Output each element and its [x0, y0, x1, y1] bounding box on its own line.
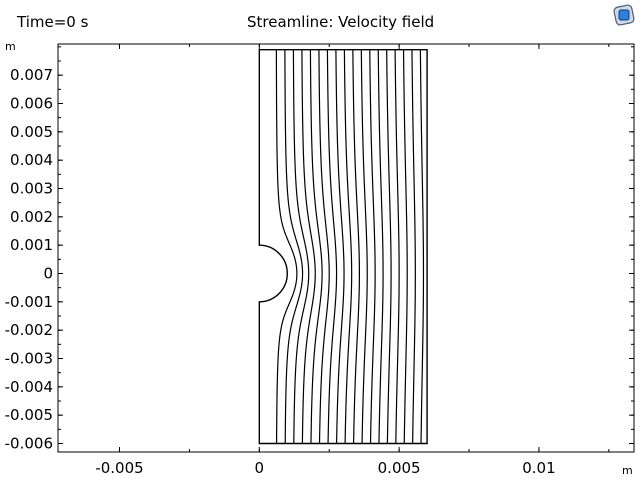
x-tick-label: 0.005: [378, 459, 421, 477]
domain-outline: [258, 48, 428, 445]
streamline: [284, 49, 304, 444]
streamline: [386, 49, 392, 444]
streamline: [377, 49, 384, 444]
y-tick-label: 0.002: [10, 208, 53, 226]
streamline: [352, 49, 360, 444]
streamline: [326, 49, 338, 444]
y-axis-unit: m: [5, 40, 16, 53]
streamline: [402, 49, 408, 444]
y-tick-label: -0.003: [5, 350, 53, 368]
x-tick-label: -0.005: [95, 459, 143, 477]
streamline: [275, 49, 298, 444]
streamline: [394, 49, 400, 444]
y-tick-label: 0.004: [10, 151, 53, 169]
streamline: [318, 49, 330, 444]
streamlines: [275, 49, 425, 444]
y-tick-label: 0.003: [10, 180, 53, 198]
y-tick-label: 0: [43, 265, 53, 283]
comsol-logo-icon: [613, 4, 635, 26]
streamline: [335, 49, 345, 444]
streamline: [309, 49, 323, 444]
y-tick-label: 0.005: [10, 123, 53, 141]
streamline: [360, 49, 368, 444]
y-tick-label: -0.005: [5, 406, 53, 424]
y-tick-label: -0.001: [5, 293, 53, 311]
x-tick-label: 0: [255, 459, 265, 477]
y-tick-label: 0.007: [10, 66, 53, 84]
time-label: Time=0 s: [17, 13, 89, 31]
x-axis-unit: m: [622, 464, 633, 477]
streamline: [301, 49, 316, 444]
domain-boundary: [258, 48, 428, 445]
y-tick-label: 0.001: [10, 236, 53, 254]
streamline: [292, 49, 310, 444]
x-ticks: -0.005 0 0.005 0.01: [95, 44, 610, 477]
streamline: [369, 49, 376, 444]
y-tick-label: -0.004: [5, 378, 53, 396]
x-tick-label: 0.01: [522, 459, 555, 477]
y-tick-label: 0.006: [10, 95, 53, 113]
plot-title: Streamline: Velocity field: [247, 13, 435, 31]
axes-box: [57, 43, 635, 453]
streamline: [419, 49, 425, 444]
streamline: [343, 49, 353, 444]
y-ticks: 0.007 0.006 0.005 0.004 0.003 0.002 0.001 0 -0.0…: [5, 46, 634, 453]
y-tick-label: -0.002: [5, 321, 53, 339]
axes-frame: [57, 43, 635, 453]
streamline: [411, 49, 416, 444]
y-tick-label: -0.006: [5, 435, 53, 453]
